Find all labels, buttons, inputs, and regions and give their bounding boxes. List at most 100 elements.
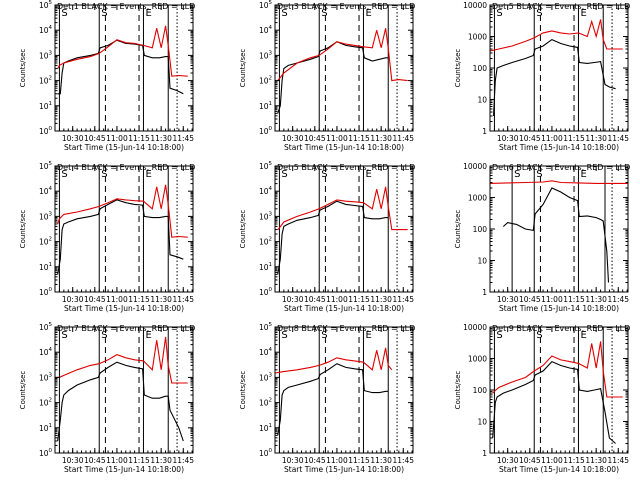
y-tick-label: 100	[473, 225, 488, 234]
y-axis-label: Counts/sec	[454, 210, 462, 249]
y-tick-label: 10	[477, 96, 487, 105]
x-tick-label: 11:00	[541, 134, 563, 143]
y-tick-label: 1	[482, 449, 487, 458]
events-series-line	[57, 199, 184, 275]
x-tick-label: 11:30	[370, 456, 392, 465]
x-axis-label: Start Time (15-Jun-14 10:18:00)	[64, 465, 184, 474]
y-tick-exponent: 1	[269, 423, 273, 429]
x-tick-label: 10:45	[304, 134, 326, 143]
x-tick-label: 10:30	[497, 134, 519, 143]
y-tick-exponent: 4	[269, 25, 273, 31]
y-tick-label: 100	[259, 287, 273, 297]
plot-frame	[489, 4, 629, 132]
y-tick-label: 102	[39, 76, 52, 86]
phase-label: S	[101, 8, 107, 19]
y-tick-label: 100	[473, 64, 488, 73]
x-axis-label: Start Time (15-Jun-14 10:18:00)	[284, 465, 404, 474]
y-tick-label: 1000	[468, 355, 487, 364]
x-tick-label: 11:45	[392, 295, 414, 304]
x-tick-label: 11:15	[128, 295, 150, 304]
y-tick-label: 104	[39, 186, 53, 196]
y-tick-exponent: 2	[49, 237, 53, 243]
x-tick-label: 11:15	[348, 295, 370, 304]
x-axis-label: Start Time (15-Jun-14 10:18:00)	[284, 143, 404, 152]
phase-label: S	[321, 169, 327, 180]
y-axis-label: Counts/sec	[19, 371, 27, 410]
phase-label: S	[281, 8, 287, 19]
y-axis-label: Counts/sec	[239, 371, 247, 410]
events-series-line	[57, 361, 184, 442]
x-tick-label: 11:15	[128, 134, 150, 143]
x-tick-label: 11:45	[392, 456, 414, 465]
y-tick-label: 10	[477, 418, 487, 427]
plot-frame	[54, 4, 194, 132]
x-tick-label: 10:30	[282, 295, 304, 304]
y-tick-label: 103	[39, 50, 53, 60]
events-series-line	[277, 363, 389, 436]
x-tick-label: 10:45	[519, 295, 541, 304]
y-tick-exponent: 3	[269, 211, 273, 217]
lld-series-line	[489, 19, 623, 52]
x-tick-label: 11:00	[106, 134, 128, 143]
x-tick-label: 10:45	[304, 295, 326, 304]
y-tick-exponent: 1	[49, 423, 53, 429]
x-tick-label: 10:45	[304, 456, 326, 465]
y-tick-exponent: 2	[269, 76, 273, 82]
phase-label: S	[514, 169, 520, 180]
lld-series-line	[489, 180, 628, 184]
y-tick-label: 103	[39, 372, 53, 382]
y-tick-label: 105	[39, 0, 53, 10]
x-axis-label: Start Time (15-Jun-14 10:18:00)	[284, 304, 404, 313]
x-tick-label: 10:45	[84, 456, 106, 465]
x-tick-label: 11:30	[370, 295, 392, 304]
x-tick-label: 11:00	[326, 134, 348, 143]
y-axis-label: Counts/sec	[454, 371, 462, 410]
chart-title: Det 5 BLACK = Events, RED = LLD	[277, 163, 415, 172]
y-tick-label: 1000	[468, 194, 487, 203]
y-tick-label: 101	[39, 262, 52, 272]
y-tick-label: 102	[259, 76, 272, 86]
y-tick-exponent: 5	[269, 322, 273, 328]
x-tick-label: 10:30	[282, 456, 304, 465]
y-tick-label: 101	[39, 423, 52, 433]
chart-title: Det 9 BLACK = Events, RED = LLD	[492, 324, 630, 333]
x-tick-label: 11:15	[563, 134, 585, 143]
y-tick-label: 1	[482, 288, 487, 297]
events-series-line	[277, 41, 389, 114]
phase-label: E	[580, 169, 586, 180]
x-tick-label: 11:00	[541, 295, 563, 304]
y-tick-label: 104	[259, 25, 273, 35]
events-series-line	[277, 200, 389, 275]
x-axis-label: Start Time (15-Jun-14 10:18:00)	[64, 304, 184, 313]
y-tick-exponent: 1	[269, 262, 273, 268]
y-tick-label: 104	[39, 25, 53, 35]
x-tick-label: 11:00	[326, 456, 348, 465]
chart-title: Det 5 BLACK = Events, RED = LLD	[492, 2, 630, 11]
plot-frame	[54, 165, 194, 293]
x-tick-label: 10:30	[497, 295, 519, 304]
y-tick-exponent: 5	[49, 322, 53, 328]
y-axis-label: Counts/sec	[454, 49, 462, 88]
x-tick-label: 11:30	[370, 134, 392, 143]
y-axis-label: Counts/sec	[239, 210, 247, 249]
x-tick-label: 11:15	[348, 134, 370, 143]
phase-label: S	[321, 330, 327, 341]
y-tick-exponent: 3	[49, 211, 53, 217]
y-tick-label: 1000	[468, 33, 487, 42]
y-tick-label: 104	[39, 347, 53, 357]
phase-label: E	[365, 8, 371, 19]
phase-label: S	[321, 8, 327, 19]
y-tick-label: 105	[259, 161, 273, 171]
phase-label: S	[281, 169, 287, 180]
x-tick-label: 11:30	[585, 134, 607, 143]
phase-label: E	[580, 8, 586, 19]
y-tick-exponent: 4	[49, 25, 53, 31]
lld-series-line	[55, 336, 188, 384]
y-tick-label: 100	[39, 287, 53, 297]
chart-title: Det 1 BLACK = Events, RED = LLD	[57, 2, 195, 11]
